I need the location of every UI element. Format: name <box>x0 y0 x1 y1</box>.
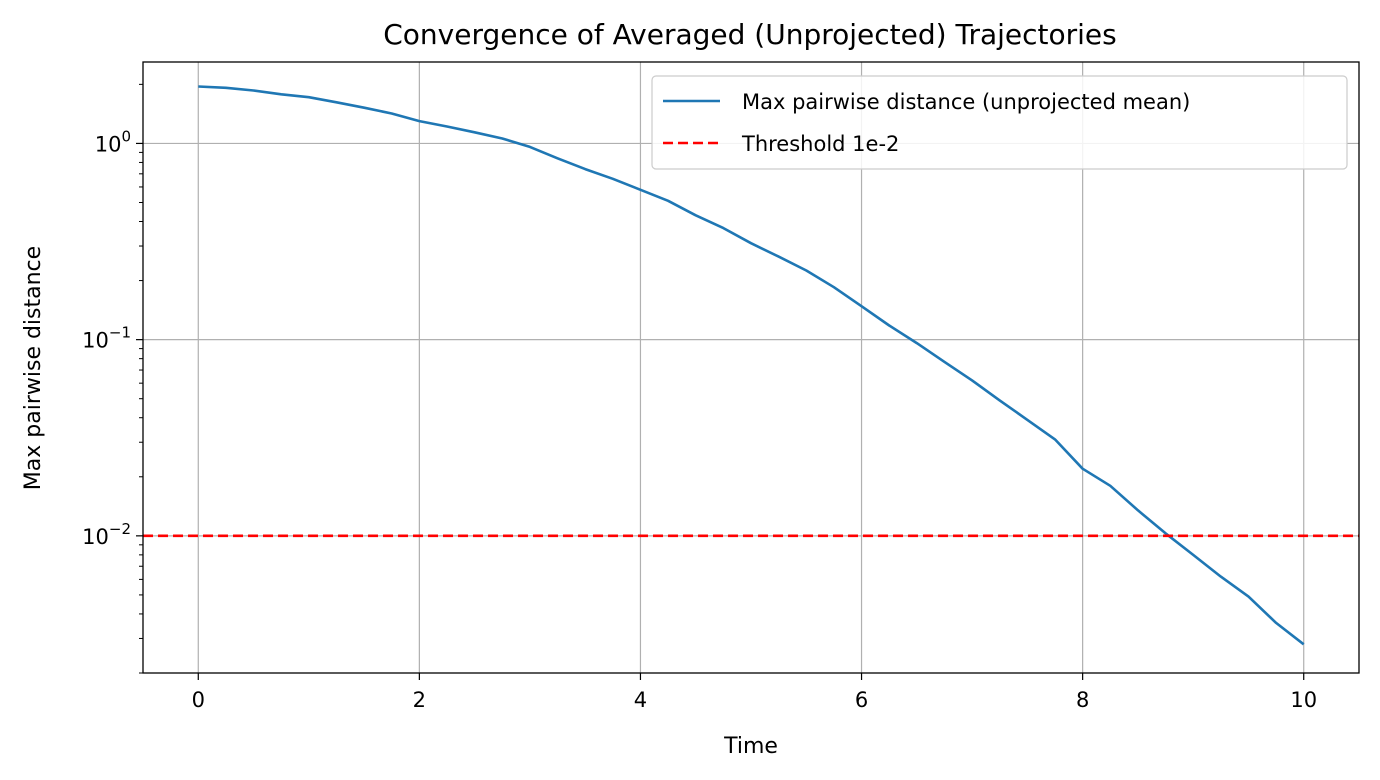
y-tick-label: 100 <box>95 127 131 156</box>
x-tick-label: 0 <box>192 688 205 712</box>
x-tick-label: 4 <box>634 688 647 712</box>
x-tick-label: 8 <box>1076 688 1089 712</box>
axes-frame <box>142 61 1360 674</box>
series-layer <box>143 85 1359 646</box>
y-axis-label: Max pairwise distance <box>21 246 46 490</box>
x-tick-label: 2 <box>413 688 426 712</box>
legend-label-threshold: Threshold 1e-2 <box>741 132 899 156</box>
legend: Max pairwise distance (unprojected mean)… <box>651 75 1348 170</box>
x-tick-label: 6 <box>855 688 868 712</box>
x-axis-label: Time <box>723 734 778 759</box>
legend-label-mean: Max pairwise distance (unprojected mean) <box>742 90 1190 114</box>
y-tick-label: 10−2 <box>82 520 131 549</box>
ticks: 0 2 4 6 8 10 100 10−1 10−2 <box>82 83 1317 712</box>
series-line-mean <box>198 85 1305 646</box>
chart-title: Convergence of Averaged (Unprojected) Tr… <box>383 18 1117 51</box>
x-tick-label: 10 <box>1290 688 1317 712</box>
legend-box <box>651 75 1348 170</box>
y-tick-label: 10−1 <box>82 324 131 353</box>
